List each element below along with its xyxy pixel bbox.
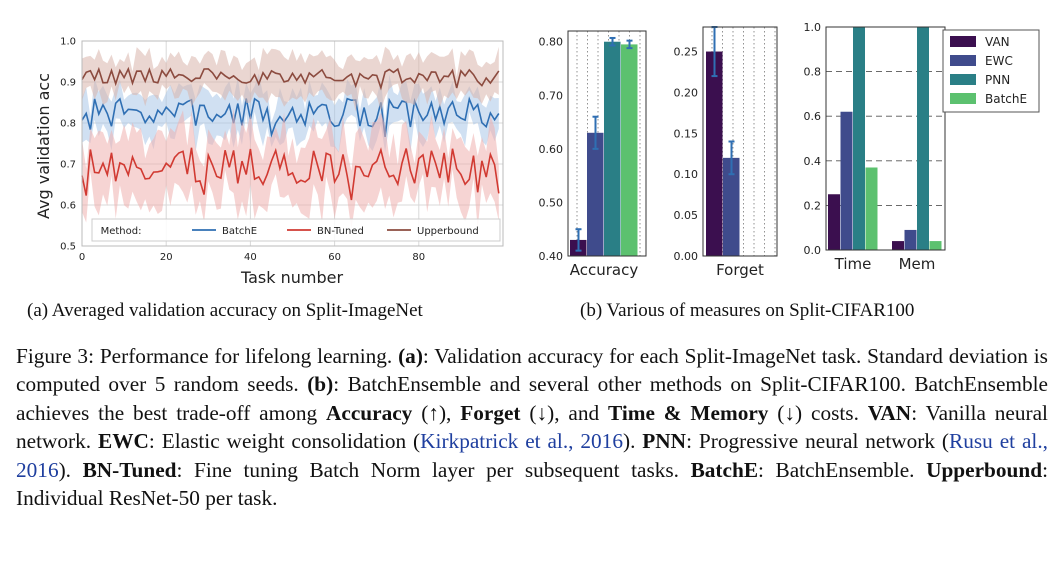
caption-van: VAN (867, 400, 912, 425)
legend-swatch-b-pnn (950, 74, 976, 85)
panel-1-ytick-label: 0.70 (539, 89, 564, 102)
caption-pnn-close: ). (58, 457, 83, 482)
panel-2-ytick-label: 0.10 (674, 168, 699, 181)
bar-time-batche (865, 167, 878, 250)
panel-1-ytick-label: 0.80 (539, 36, 564, 49)
panel-2-frame (702, 26, 778, 257)
panel-3-ytick-label: 0.6 (804, 110, 822, 123)
legend-label-bn-tuned: BN-Tuned (317, 226, 364, 237)
panel-2-xtick-label-forget: Forget (716, 261, 764, 279)
plot-a-legend-title: Method: (101, 226, 142, 237)
legend-swatch-b-batche (950, 93, 976, 104)
bar-forget-van (706, 51, 723, 257)
legend-label-b-ewc: EWC (985, 54, 1013, 68)
panel-2-ytick-label: 0.20 (674, 86, 699, 99)
caption-a-text: : Validation accuracy for each Split-Ima… (16, 344, 1048, 397)
caption-bn: BN-Tuned (82, 457, 177, 482)
legend-label-b-batche: BatchE (985, 92, 1027, 106)
caption-forget-arrow: (↓), and (520, 400, 609, 425)
plot-a-xtick-label: 20 (160, 252, 173, 263)
caption-forget: Forget (460, 400, 521, 425)
bar-time-van (828, 194, 840, 250)
bar-forget-ewc (723, 157, 740, 256)
caption-upper-text: : Individual ResNet-50 per task. (16, 457, 1048, 511)
series-band-bn-tuned (82, 107, 499, 230)
caption-ewc-close: ). (622, 429, 643, 454)
bar-time-pnn (853, 27, 865, 250)
panel-3-ytick-label: 0.8 (804, 66, 822, 79)
caption-upper: Upperbound (926, 457, 1043, 482)
panel-3-ytick-label: 1.0 (804, 21, 822, 34)
caption-bn-text: : Fine tuning Batch Norm layer per subse… (176, 457, 691, 482)
citation-rusu[interactable]: Rusu et al., 2016 (16, 429, 1048, 482)
panel-3-ytick-label: 0.4 (804, 155, 822, 168)
legend-label-upperbound: Upperbound (417, 226, 479, 237)
panel-2-ytick-label: 0.05 (674, 209, 699, 222)
panel-1-ytick-label: 0.50 (539, 196, 564, 209)
plot-a-xtick-label: 60 (328, 252, 341, 263)
plot-a-xlabel: Task number (240, 268, 343, 287)
panel-1-ytick-label: 0.40 (539, 250, 564, 263)
caption-b-tag: (b) (307, 372, 334, 397)
series-line-upperbound (81, 66, 500, 91)
panel-2-ytick-label: 0.25 (674, 46, 699, 59)
caption-acc-arrow: (↑), (412, 400, 461, 425)
caption-timemem: Time & Memory (608, 400, 769, 425)
caption-accuracy: Accuracy (326, 400, 413, 425)
caption-pnn: PNN (642, 429, 687, 454)
bar-mem-ewc (904, 229, 917, 250)
bar-accuracy-pnn (604, 41, 621, 256)
figure-3: 0.5 0.6 0.7 0.8 0.9 1.0 0 20 40 60 80 Method: BatchE… (34, 21, 1040, 287)
legend-label-b-van: VAN (985, 35, 1010, 49)
bar-accuracy-batche (621, 44, 638, 257)
panel-3-frame (825, 26, 946, 251)
series-line-batche (81, 96, 500, 138)
panel-2-ytick-label: 0.15 (674, 127, 699, 140)
caption-batche-text: : BatchEnsemble. (758, 457, 927, 482)
subcaption-b: (b) Various of measures on Split-CIFAR10… (580, 300, 915, 321)
caption-ewc-text: : Elastic weight consolidation ( (148, 429, 421, 454)
subcaption-a: (a) Averaged validation accuracy on Spli… (27, 300, 423, 321)
caption-lead: Figure 3: Performance for lifelong learn… (16, 344, 399, 368)
plot-a-ytick-label: 0.9 (60, 78, 76, 89)
legend-swatch-b-van (950, 36, 976, 47)
caption-van-text: : Vanilla neural network. (16, 400, 1048, 454)
plot-a-xtick-label: 0 (79, 252, 85, 263)
plot-a-ylabel: Avg validation acc (34, 73, 53, 219)
caption-ewc: EWC (98, 429, 149, 454)
plot-a-ytick-label: 0.6 (60, 201, 76, 212)
bar-mem-batche (929, 241, 942, 250)
panel-3-xtick-label-time: Time (834, 255, 872, 273)
plot-a-ytick-label: 1.0 (60, 37, 76, 48)
plot-a-ytick-label: 0.7 (60, 160, 76, 171)
series-line-bn-tuned (81, 147, 500, 201)
citation-kirkpatrick[interactable]: Kirkpatrick et al., 2016 (420, 429, 623, 454)
caption-b-text: : BatchEnsemble and several other method… (16, 372, 1048, 425)
bar-mem-van (892, 241, 904, 250)
caption-batche: BatchE (690, 457, 759, 482)
caption-pnn-text: : Progressive neural network ( (686, 429, 950, 454)
bar-accuracy-ewc (587, 132, 604, 256)
panel-1-xtick-label-accuracy: Accuracy (570, 261, 639, 279)
caption-a-tag: (a) (398, 344, 423, 368)
legend-swatch-b-ewc (950, 55, 976, 66)
legend-label-batche: BatchE (222, 226, 257, 237)
panel-3-xtick-label-mem: Mem (899, 255, 936, 273)
bar-mem-pnn (917, 27, 929, 250)
caption-tm-arrow: (↓) costs. (768, 400, 868, 425)
plot-a-ytick-label: 0.5 (60, 242, 76, 253)
panel-3-ytick-label: 0.2 (804, 199, 822, 212)
figure-caption: Figure 3: Performance for lifelong learn… (16, 342, 1048, 512)
panel-2-ytick-label: 0.00 (674, 250, 699, 263)
panel-3-ytick-label: 0.0 (804, 244, 822, 257)
panel-1-frame (567, 30, 647, 257)
legend-label-b-pnn: PNN (985, 73, 1010, 87)
plot-a-xtick-label: 80 (412, 252, 425, 263)
series-band-upperbound (82, 46, 499, 112)
bar-time-ewc (840, 111, 853, 251)
plot-a-ytick-label: 0.8 (60, 119, 76, 130)
plot-a-frame (81, 40, 504, 247)
plot-a-xtick-label: 40 (244, 252, 257, 263)
panel-1-ytick-label: 0.60 (539, 143, 564, 156)
